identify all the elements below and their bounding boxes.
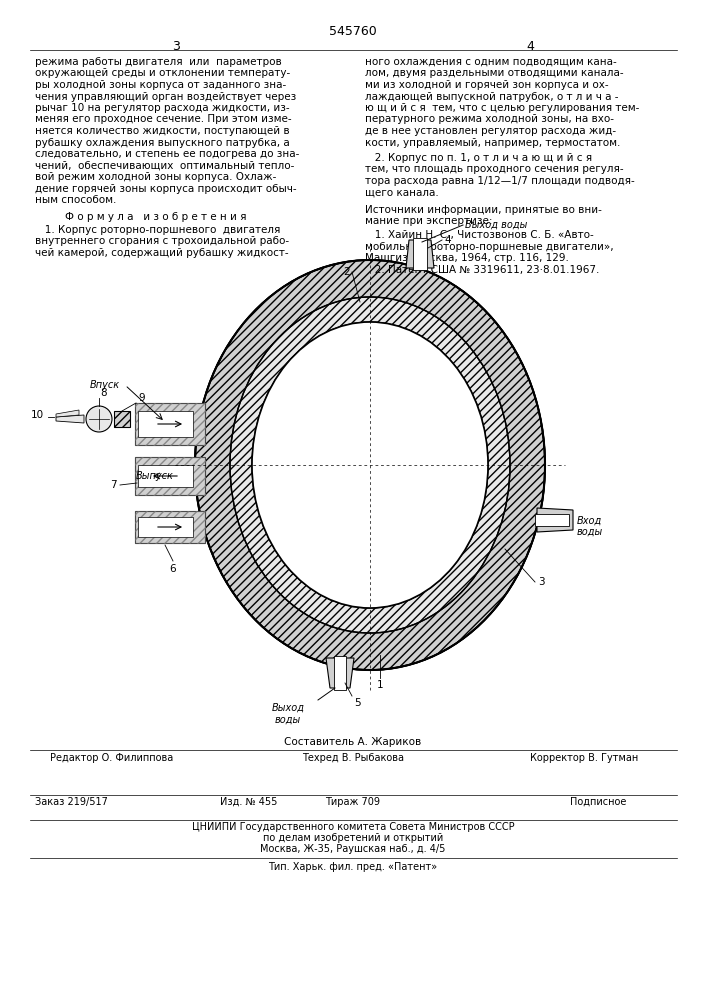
Text: 4: 4 (444, 235, 450, 245)
Text: 2. Патент США № 3319611, 23·8.01.1967.: 2. Патент США № 3319611, 23·8.01.1967. (365, 264, 600, 274)
Text: чений,  обеспечивающих  оптимальный тепло-: чений, обеспечивающих оптимальный тепло- (35, 160, 294, 170)
Text: Вход
воды: Вход воды (577, 515, 603, 537)
Text: Впуск: Впуск (90, 380, 120, 390)
Text: чей камерой, содержащий рубашку жидкост-: чей камерой, содержащий рубашку жидкост- (35, 248, 288, 258)
Text: рубашку охлаждения выпускного патрубка, а: рубашку охлаждения выпускного патрубка, … (35, 137, 290, 147)
Text: Изд. № 455: Изд. № 455 (220, 797, 277, 807)
Text: внутреннего сгорания с трохоидальной рабо-: внутреннего сгорания с трохоидальной раб… (35, 236, 289, 246)
Bar (135, 403, 205, 445)
Text: чения управляющий орган воздействует через: чения управляющий орган воздействует чер… (35, 92, 296, 102)
Text: няется количество жидкости, поступающей в: няется количество жидкости, поступающей … (35, 126, 290, 136)
Text: 7: 7 (110, 480, 117, 490)
Text: пературного режима холодной зоны, на вхо-: пературного режима холодной зоны, на вхо… (365, 114, 614, 124)
Text: Техред В. Рыбакова: Техред В. Рыбакова (302, 753, 404, 763)
Text: де в нее установлен регулятор расхода жид-: де в нее установлен регулятор расхода жи… (365, 126, 616, 136)
Text: меняя его проходное сечение. При этом изме-: меняя его проходное сечение. При этом из… (35, 114, 291, 124)
Text: Москва, Ж-35, Раушская наб., д. 4/5: Москва, Ж-35, Раушская наб., д. 4/5 (260, 844, 445, 854)
Bar (135, 403, 205, 445)
Text: Тираж 709: Тираж 709 (325, 797, 380, 807)
Text: 1: 1 (377, 680, 383, 690)
Polygon shape (56, 410, 79, 417)
Text: по делам изобретений и открытий: по делам изобретений и открытий (263, 833, 443, 843)
Bar (334, 656, 346, 690)
Text: 545760: 545760 (329, 25, 377, 38)
Text: Выход
воды: Выход воды (271, 703, 305, 725)
Text: 6: 6 (170, 564, 176, 574)
Text: Редактор О. Филиппова: Редактор О. Филиппова (50, 753, 173, 763)
Text: 5: 5 (354, 698, 361, 708)
Text: мобильные роторно-поршневые двигатели»,: мобильные роторно-поршневые двигатели», (365, 241, 614, 251)
Text: Выпуск: Выпуск (136, 471, 174, 481)
Text: режима работы двигателя  или  параметров: режима работы двигателя или параметров (35, 57, 282, 67)
Polygon shape (537, 508, 573, 532)
Text: ного охлаждения с одним подводящим кана-: ного охлаждения с одним подводящим кана- (365, 57, 617, 67)
Text: 8: 8 (100, 388, 107, 398)
Text: Корректор В. Гутман: Корректор В. Гутман (530, 753, 638, 763)
Text: 2. Корпус по п. 1, о т л и ч а ю щ и й с я: 2. Корпус по п. 1, о т л и ч а ю щ и й с… (365, 153, 592, 163)
Text: 10: 10 (31, 410, 44, 420)
Text: ю щ и й с я  тем, что с целью регулирования тем-: ю щ и й с я тем, что с целью регулирован… (365, 103, 639, 113)
Polygon shape (326, 658, 354, 688)
Text: Машгиз, Москва, 1964, стр. 116, 129.: Машгиз, Москва, 1964, стр. 116, 129. (365, 253, 569, 263)
Text: тем, что площадь проходного сечения регуля-: тем, что площадь проходного сечения регу… (365, 164, 624, 174)
Ellipse shape (230, 297, 510, 633)
Text: вой режим холодной зоны корпуса. Охлаж-: вой режим холодной зоны корпуса. Охлаж- (35, 172, 276, 182)
Text: 3: 3 (538, 577, 544, 587)
Text: 2: 2 (344, 267, 350, 277)
Text: окружающей среды и отклонении температу-: окружающей среды и отклонении температу- (35, 68, 291, 79)
Text: Источники информации, принятые во вни-: Источники информации, принятые во вни- (365, 205, 602, 215)
Bar (138, 411, 193, 437)
Bar (138, 465, 193, 487)
Text: Ф о р м у л а   и з о б р е т е н и я: Ф о р м у л а и з о б р е т е н и я (65, 212, 247, 222)
Text: 3: 3 (172, 40, 180, 53)
Text: лом, двумя раздельными отводящими канала-: лом, двумя раздельными отводящими канала… (365, 68, 624, 79)
Ellipse shape (252, 322, 488, 608)
Bar (135, 457, 205, 495)
Text: Подписное: Подписное (570, 797, 626, 807)
Bar (135, 511, 205, 543)
Polygon shape (56, 415, 84, 423)
Text: 9: 9 (138, 393, 145, 403)
Text: ным способом.: ным способом. (35, 195, 117, 205)
Text: рычаг 10 на регулятор расхода жидкости, из-: рычаг 10 на регулятор расхода жидкости, … (35, 103, 290, 113)
Bar (114, 411, 130, 427)
Ellipse shape (252, 322, 488, 608)
Bar (135, 511, 205, 543)
Text: ЦНИИПИ Государственного комитета Совета Министров СССР: ЦНИИПИ Государственного комитета Совета … (192, 822, 514, 832)
Text: Составитель А. Жариков: Составитель А. Жариков (284, 737, 421, 747)
Bar (535, 514, 569, 526)
Text: Заказ 219/517: Заказ 219/517 (35, 797, 108, 807)
Text: Выход воды: Выход воды (465, 220, 527, 230)
Text: 1. Хайин Н. С., Чистозвонов С. Б. «Авто-: 1. Хайин Н. С., Чистозвонов С. Б. «Авто- (365, 230, 594, 240)
Text: ми из холодной и горячей зон корпуса и ох-: ми из холодной и горячей зон корпуса и о… (365, 80, 609, 90)
Text: дение горячей зоны корпуса происходит обыч-: дение горячей зоны корпуса происходит об… (35, 184, 297, 194)
Text: кости, управляемый, например, термостатом.: кости, управляемый, например, термостато… (365, 137, 620, 147)
Bar (138, 517, 193, 537)
Bar (413, 238, 427, 270)
Text: щего канала.: щего канала. (365, 188, 439, 198)
Bar (135, 457, 205, 495)
Text: следовательно, и степень ее подогрева до зна-: следовательно, и степень ее подогрева до… (35, 149, 299, 159)
Ellipse shape (195, 260, 545, 670)
Text: тора расхода равна 1/12—1/7 площади подводя-: тора расхода равна 1/12—1/7 площади подв… (365, 176, 635, 186)
Text: мание при экспертизе:: мание при экспертизе: (365, 217, 493, 227)
Polygon shape (406, 240, 434, 268)
Circle shape (86, 406, 112, 432)
Text: 1. Корпус роторно-поршневого  двигателя: 1. Корпус роторно-поршневого двигателя (35, 225, 281, 235)
Text: ры холодной зоны корпуса от заданного зна-: ры холодной зоны корпуса от заданного зн… (35, 80, 286, 90)
Text: лаждающей выпускной патрубок, о т л и ч а -: лаждающей выпускной патрубок, о т л и ч … (365, 92, 619, 102)
Text: 4: 4 (526, 40, 534, 53)
Text: Тип. Харьк. фил. пред. «Патент»: Тип. Харьк. фил. пред. «Патент» (269, 862, 438, 872)
